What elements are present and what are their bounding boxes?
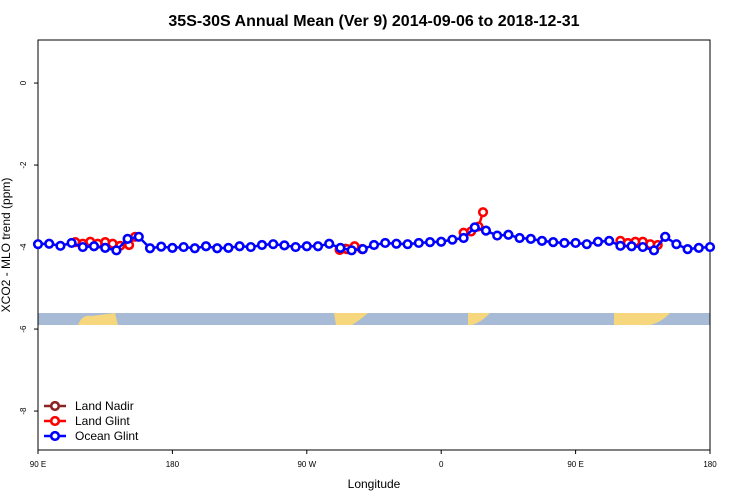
data-point	[77, 241, 88, 253]
data-point	[312, 241, 324, 252]
data-point	[492, 230, 503, 241]
map-strip	[38, 313, 710, 325]
data-point	[346, 245, 357, 256]
x-tick-label: 90 E	[30, 460, 46, 469]
data-point	[279, 240, 290, 251]
data-point	[436, 236, 447, 247]
x-tick-label: 90 E	[567, 460, 583, 469]
data-point	[357, 244, 368, 255]
x-tick-label: 180	[166, 460, 180, 469]
y-tick-label: -8	[19, 407, 28, 415]
data-point	[122, 233, 133, 244]
data-point	[66, 237, 77, 249]
data-point	[548, 237, 559, 248]
land-strip	[468, 313, 490, 325]
data-point	[648, 245, 660, 256]
data-point	[44, 238, 55, 249]
data-point	[592, 236, 604, 247]
x-axis-label: Longitude	[348, 477, 401, 491]
data-point	[111, 245, 122, 256]
land-strip	[614, 313, 670, 325]
land-strip	[78, 313, 118, 325]
y-tick-label: -6	[19, 325, 28, 333]
data-point	[424, 237, 436, 248]
data-point	[693, 242, 704, 253]
y-axis-label: XCO2 - MLO trend (ppm)	[0, 178, 13, 313]
data-point	[178, 241, 189, 253]
data-point	[682, 244, 693, 255]
y-tick-label: -2	[19, 161, 28, 169]
data-point	[477, 207, 489, 218]
data-point	[133, 231, 144, 242]
data-point	[256, 239, 268, 251]
x-tick-label: 90 W	[297, 460, 316, 469]
legend-label: Land Nadir	[75, 399, 134, 413]
data-point	[581, 239, 592, 250]
data-point	[559, 237, 570, 249]
data-point	[290, 241, 301, 253]
y-tick-label: 0	[19, 80, 28, 85]
land-strip	[334, 313, 368, 325]
legend-marker	[49, 415, 61, 427]
data-point	[335, 242, 346, 253]
chart-title: 35S-30S Annual Mean (Ver 9) 2014-09-06 t…	[168, 13, 579, 30]
data-point	[200, 241, 212, 252]
data-point	[413, 237, 424, 249]
data-point	[55, 240, 66, 251]
data-point	[391, 238, 402, 249]
data-point	[503, 229, 514, 240]
legend-label: Land Glint	[75, 414, 130, 428]
data-point	[212, 243, 223, 254]
legend-marker	[49, 400, 61, 412]
data-point	[245, 241, 256, 253]
data-point	[268, 239, 279, 250]
data-point	[402, 239, 413, 250]
legend-marker	[49, 430, 61, 442]
data-point	[570, 237, 581, 249]
data-point	[324, 238, 335, 249]
data-point	[32, 239, 44, 250]
data-point	[167, 242, 178, 253]
data-point	[144, 243, 156, 254]
data-point	[525, 233, 536, 244]
data-point	[301, 241, 312, 252]
data-point	[88, 241, 100, 252]
data-point	[660, 231, 671, 242]
data-point	[447, 234, 458, 245]
data-point	[514, 232, 525, 244]
data-point	[380, 237, 391, 249]
legend-label: Ocean Glint	[75, 429, 139, 443]
data-point	[100, 242, 111, 253]
data-point	[637, 241, 648, 253]
series	[32, 222, 716, 256]
data-point	[480, 225, 492, 236]
data-point	[604, 235, 615, 246]
y-tick-label: -4	[19, 243, 28, 251]
x-tick-label: 180	[703, 460, 717, 469]
data-point	[458, 232, 469, 244]
data-point	[368, 239, 380, 251]
ocean-strip	[38, 313, 710, 325]
data-point	[671, 239, 682, 250]
data-point	[234, 241, 245, 252]
data-point	[626, 241, 637, 252]
data-point	[469, 222, 480, 233]
x-tick-label: 0	[439, 460, 444, 469]
data-point	[223, 242, 234, 253]
data-point	[704, 241, 716, 253]
data-point	[536, 235, 548, 246]
data-point	[189, 243, 200, 254]
data-point	[156, 241, 167, 252]
data-point	[615, 240, 626, 251]
